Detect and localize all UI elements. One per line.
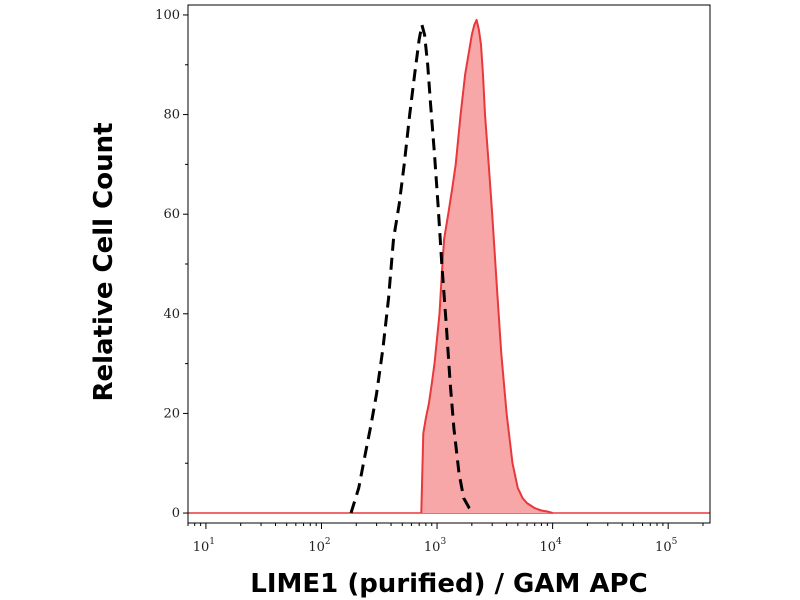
x-tick-label: 102 xyxy=(308,537,330,555)
axis-ticks: 0 20 40 60 80 100 101 102 103 104 105 xyxy=(155,8,704,555)
x-tick-label: 105 xyxy=(655,537,678,555)
y-axis-title: Relative Cell Count xyxy=(89,122,119,401)
x-tick-label: 104 xyxy=(539,537,562,555)
series-area-fill xyxy=(421,19,553,514)
x-tick-label: 103 xyxy=(424,537,447,555)
y-tick-label: 20 xyxy=(163,406,180,421)
y-tick-label: 40 xyxy=(163,307,180,322)
y-tick-label: 80 xyxy=(163,108,180,123)
y-tick-label: 100 xyxy=(155,8,180,23)
y-tick-label: 0 xyxy=(172,506,180,521)
series-line-stained xyxy=(420,18,553,514)
plot-area xyxy=(188,18,710,515)
series-line-control xyxy=(349,24,476,515)
x-tick-label: 101 xyxy=(193,537,215,555)
x-axis-title: LIME1 (purified) / GAM APC xyxy=(250,569,647,599)
y-tick-label: 60 xyxy=(163,207,180,222)
